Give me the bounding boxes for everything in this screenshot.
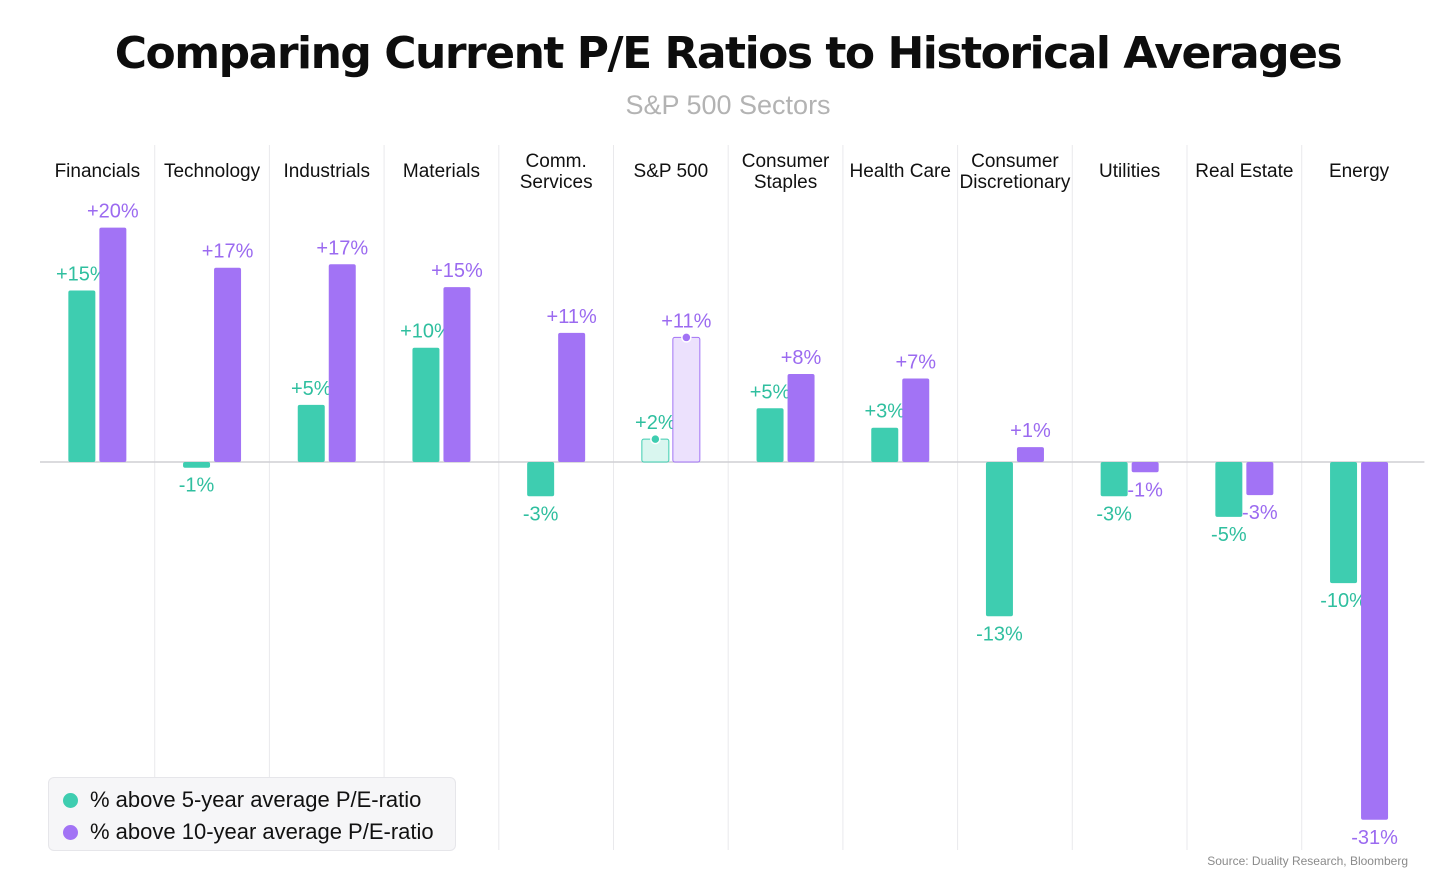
data-label-10yr: -3% (1242, 502, 1278, 524)
bar-10yr (99, 227, 127, 462)
data-label-10yr: -1% (1127, 479, 1163, 501)
bar-5yr (1215, 462, 1243, 517)
chart-subtitle: S&P 500 Sectors (625, 90, 831, 120)
data-label-5yr: -3% (523, 503, 559, 525)
bar-10yr (443, 287, 471, 462)
data-label-5yr: +2% (635, 412, 676, 434)
category-label: Consumer Staples (742, 151, 830, 193)
category-label: Technology (164, 161, 261, 182)
legend-item-5yr: % above 5-year average P/E-ratio (63, 787, 421, 813)
legend-swatch-5yr (63, 792, 78, 808)
data-label-5yr: +5% (291, 378, 332, 400)
category-label: Utilities (1099, 161, 1160, 182)
bar-5yr (183, 462, 211, 468)
data-label-10yr: +17% (316, 237, 368, 259)
bar-5yr (68, 290, 96, 462)
legend-swatch-10yr (63, 824, 78, 840)
legend-label-5yr: % above 5-year average P/E-ratio (90, 787, 422, 812)
data-label-10yr: +11% (547, 306, 597, 328)
bar-5yr (871, 427, 899, 462)
bar-5yr (412, 347, 440, 462)
data-label-10yr: +15% (431, 260, 483, 282)
category-label: Real Estate (1195, 161, 1293, 182)
bar-10yr (787, 373, 815, 462)
bar-5yr (297, 404, 325, 462)
data-label-5yr: +3% (864, 401, 905, 423)
bar-10yr (1361, 462, 1389, 820)
data-label-10yr: +20% (87, 201, 139, 223)
bar-5yr (1100, 462, 1128, 497)
legend-label-10yr: % above 10-year average P/E-ratio (90, 819, 434, 844)
data-label-5yr: -5% (1211, 524, 1247, 546)
data-label-5yr: +15% (56, 264, 108, 286)
data-label-5yr: -13% (976, 623, 1023, 645)
data-label-10yr: +17% (202, 241, 254, 263)
data-label-5yr: +10% (400, 321, 452, 343)
legend-item-10yr: % above 10-year average P/E-ratio (63, 819, 434, 845)
bar-10yr (1016, 447, 1044, 462)
bar-10yr (902, 378, 930, 462)
data-label-10yr: -31% (1351, 827, 1398, 849)
category-label: Comm. Services (520, 151, 593, 193)
bar-marker-dot (681, 332, 692, 343)
bar-5yr (985, 462, 1013, 617)
bar-10yr (214, 267, 242, 462)
bar-5yr (527, 462, 555, 497)
data-label-5yr: +5% (750, 381, 791, 403)
category-label: S&P 500 (634, 161, 709, 182)
legend: % above 5-year average P/E-ratio % above… (48, 777, 456, 851)
bar-10yr (1131, 462, 1159, 473)
bar-marker-dot (650, 433, 661, 445)
data-label-10yr: +11% (661, 310, 711, 332)
chart-title: Comparing Current P/E Ratios to Historic… (114, 28, 1343, 79)
bar-5yr (756, 408, 784, 462)
bar-10yr (328, 264, 356, 462)
bar-5yr (1330, 462, 1358, 584)
bar-10yr (558, 332, 586, 462)
category-label: Industrials (283, 161, 370, 182)
data-label-5yr: -10% (1320, 590, 1367, 612)
category-label: Materials (403, 161, 480, 182)
category-label: Consumer Discretionary (960, 151, 1071, 193)
category-label: Financials (55, 161, 141, 182)
data-label-10yr: +7% (895, 352, 936, 374)
data-label-5yr: -1% (179, 475, 215, 497)
category-label: Energy (1329, 161, 1390, 182)
source-note: Source: Duality Research, Bloomberg (1207, 854, 1408, 868)
data-label-10yr: +8% (781, 347, 822, 369)
bar-10yr (672, 336, 701, 463)
data-label-5yr: -3% (1096, 503, 1132, 525)
category-label: Health Care (850, 161, 951, 182)
data-label-10yr: +1% (1010, 420, 1051, 442)
bar-10yr (1246, 462, 1274, 496)
